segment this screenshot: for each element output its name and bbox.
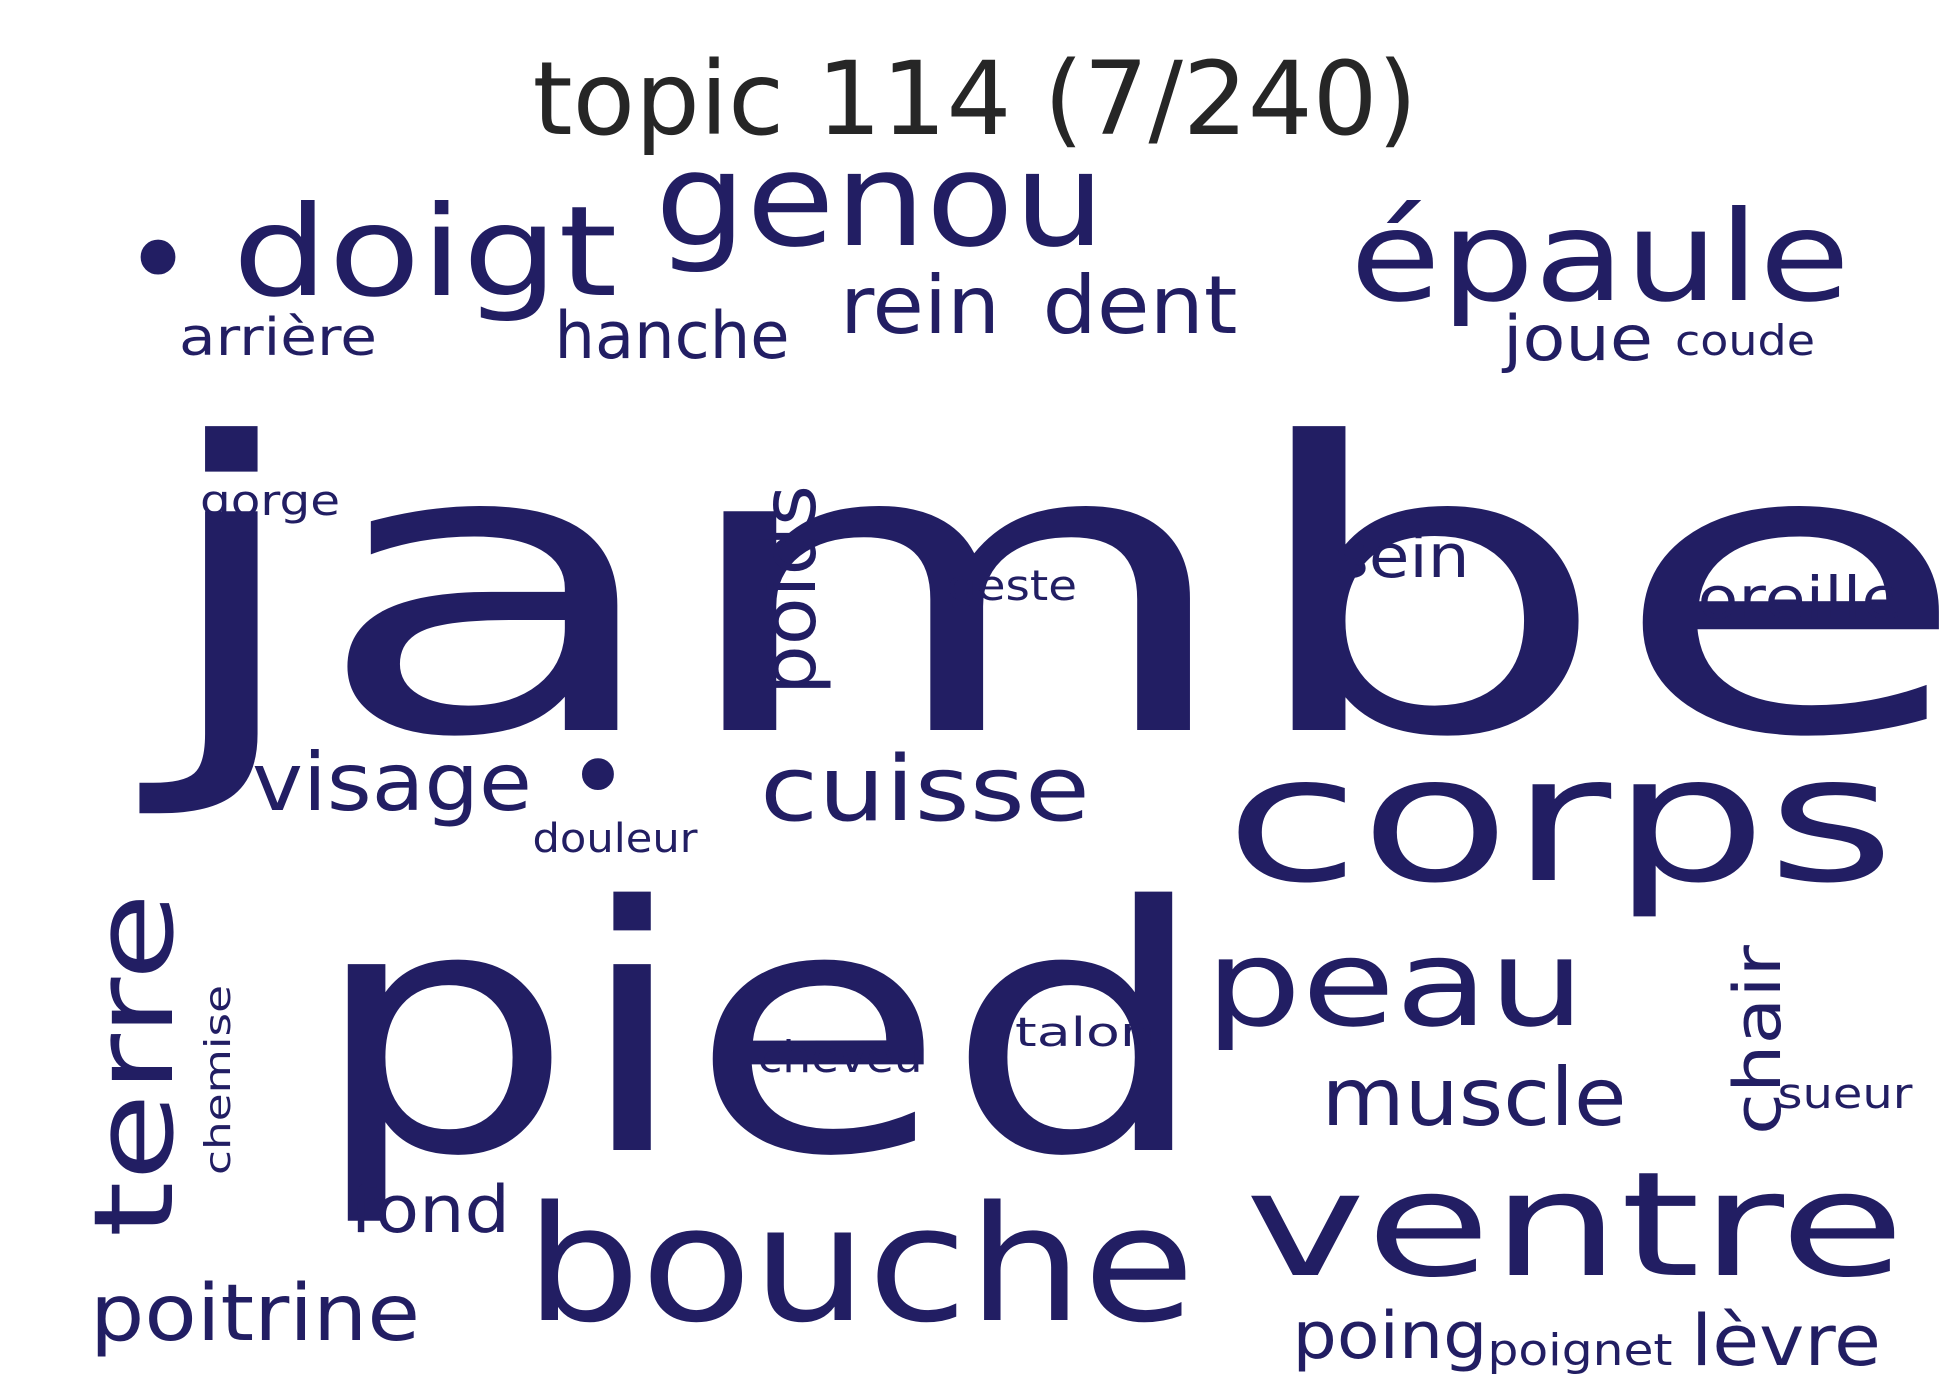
word-genou: genou [655, 124, 1105, 276]
word-jambe: jambe [132, 360, 1950, 825]
word-fond: fond [350, 1173, 510, 1248]
word-talon: talon [1015, 1010, 1155, 1056]
word-bullet-1: • [123, 192, 194, 331]
word-cuisse: cuisse [760, 737, 1090, 842]
word-pied: pied [310, 835, 1210, 1231]
word-dent: dent [1043, 259, 1238, 352]
word-poids: poids [745, 485, 833, 695]
word-bullet-2: • [566, 713, 631, 841]
word-bouche: bouche [525, 1171, 1195, 1358]
word-poignet: poignet [1488, 1325, 1673, 1376]
word-douleur: douleur [533, 816, 699, 862]
word-poing: poing [1293, 1299, 1488, 1374]
word-corps: corps [1225, 719, 1895, 922]
word-terre: terre [70, 893, 198, 1238]
word-oreille: oreille [1698, 564, 1903, 632]
word-coude: coude [1675, 316, 1815, 365]
word-joue: joue [1501, 302, 1653, 375]
word-levre: lèvre [1691, 1300, 1881, 1382]
chart-title: topic 114 (7/240) [532, 40, 1418, 159]
word-hanche: hanche [555, 299, 790, 374]
word-gorge: gorge [200, 476, 340, 525]
word-sein: sein [1335, 522, 1470, 592]
word-arriere: arrière [179, 308, 377, 368]
word-geste: geste [947, 561, 1077, 610]
word-visage: visage [252, 736, 532, 829]
word-sueur: sueur [1778, 1069, 1914, 1118]
word-cheveu: cheveu [758, 1032, 923, 1083]
word-ventre: ventre [1245, 1141, 1905, 1310]
word-epaule: épaule [1350, 185, 1850, 330]
word-muscle: muscle [1322, 1051, 1627, 1144]
word-poitrine: poitrine [90, 1269, 420, 1359]
word-doigt: doigt [233, 180, 618, 325]
word-chair: chair [1721, 945, 1796, 1135]
word-peau: peau [1205, 915, 1585, 1054]
word-chemise: chemise [198, 985, 239, 1175]
word-rein: rein [840, 259, 1000, 352]
